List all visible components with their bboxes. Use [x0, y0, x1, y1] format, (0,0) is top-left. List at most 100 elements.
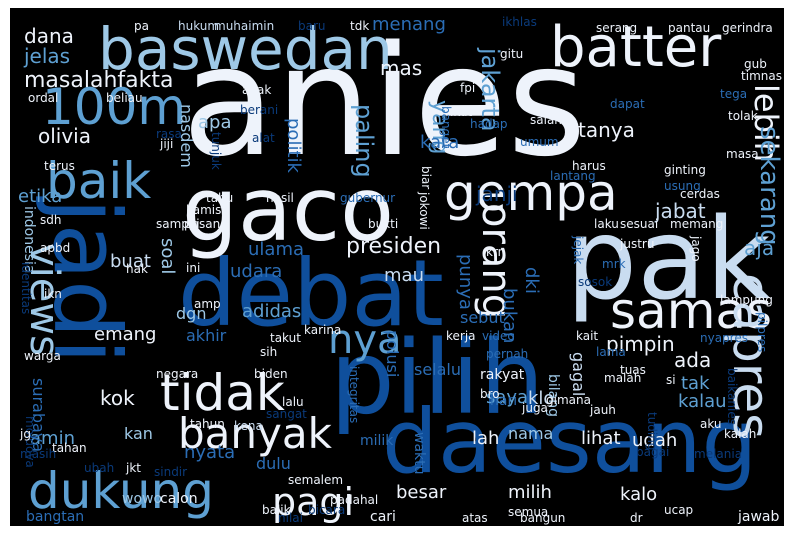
word-dr: dr: [630, 511, 643, 525]
word-batter: batter: [550, 15, 722, 80]
word-sangat: sangat: [266, 407, 307, 421]
word-beliau: beliau: [106, 91, 143, 105]
word-pantau: pantau: [668, 21, 711, 35]
word-biden: biden: [254, 367, 288, 381]
word-ada: ada: [674, 348, 712, 372]
word-pilpres: pilpres: [755, 312, 769, 353]
word-calon: calon: [160, 491, 198, 507]
word-samas: samas: [610, 282, 773, 340]
word-tega: tega: [720, 87, 748, 101]
word-kata: kata: [420, 132, 460, 153]
word-tunjuk: tunjuk: [209, 132, 223, 170]
word-semua: semua: [508, 505, 549, 519]
word-gaco: gaco: [182, 158, 395, 261]
word-kalau: kalau: [678, 391, 727, 412]
word-karina: karina: [304, 323, 342, 337]
word-ikn: ikn: [44, 287, 62, 301]
word-justru: justru: [620, 237, 655, 251]
word-lantang: lantang: [550, 169, 596, 183]
word-lihat: lihat: [581, 428, 621, 449]
word-ikhlas: ikhlas: [502, 15, 537, 29]
word-ulama: ulama: [248, 239, 305, 260]
word-sih: sih: [260, 345, 278, 359]
word-tolak: tolak: [728, 109, 758, 123]
word-gubernur: gubernur: [340, 191, 396, 205]
word-masalahfakta: masalahfakta: [24, 68, 174, 93]
word-kamis: kamis: [186, 203, 222, 217]
word-100m: 100m: [42, 78, 187, 136]
word-akhir: akhir: [186, 326, 227, 345]
word-cerdas: cerdas: [680, 187, 720, 201]
word-cari: cari: [370, 509, 396, 525]
word-sesuai: sesuai: [620, 217, 659, 231]
word-kan: kan: [124, 424, 153, 443]
word-tidak: tidak: [160, 364, 285, 422]
word-pagi: pagi: [272, 480, 355, 524]
word-harus: harus: [572, 159, 606, 173]
word-daesang: daesang: [382, 390, 758, 493]
word-bro: bro: [480, 387, 500, 401]
word-nyata: nyata: [184, 442, 236, 463]
word-waktu: waktu: [411, 432, 427, 475]
word-gerindra: gerindra: [722, 21, 773, 35]
word-jawab: jawab: [738, 509, 780, 525]
word-sampai: sampai: [156, 217, 200, 231]
word-hadap: hadap: [470, 117, 508, 131]
word-tahun: tahun: [190, 417, 225, 431]
word-menang: menang: [372, 14, 446, 35]
word-amp: amp: [194, 297, 221, 311]
word-buat: buat: [110, 251, 151, 272]
word-jg: jg: [20, 427, 31, 441]
word-politik: politik: [283, 118, 304, 173]
word-aku: aku: [700, 417, 722, 431]
word-aja: aja: [744, 236, 775, 260]
word-ordal: ordal: [28, 91, 59, 105]
word-nilai: nilai: [278, 511, 303, 525]
word-baswedan: baswedan: [98, 15, 393, 83]
word-biar: biar: [419, 166, 433, 190]
word-sekarang: sekarang: [754, 126, 784, 246]
word-baru: baru: [298, 19, 326, 33]
word-fpi: fpi: [460, 81, 476, 95]
word-milik: milik: [360, 433, 394, 449]
word-bangtan: bangtan: [26, 509, 85, 525]
word-berani: berani: [240, 103, 279, 117]
word-bagai: bagai: [636, 445, 670, 459]
word-hak: hak: [126, 262, 148, 276]
word-masa: masa: [726, 147, 759, 161]
word-jokowi: jokowi: [417, 192, 431, 230]
word-punya: punya: [455, 254, 476, 310]
word-jejak: jejak: [571, 236, 585, 265]
word-atas: atas: [462, 511, 488, 525]
word-identitas: identitas: [19, 262, 33, 315]
word-warga: warga: [24, 349, 61, 363]
word-pernah: pernah: [486, 347, 529, 361]
word-si: si: [666, 373, 676, 387]
word-hasil: hasil: [266, 191, 294, 205]
word-sebut: sebut: [460, 308, 505, 327]
word-baikanies: baikanies: [725, 368, 739, 425]
word-ikut: ikut: [450, 105, 473, 119]
word-lampung: lampung: [720, 293, 773, 307]
word-banget: banget: [439, 106, 453, 149]
word-bangun: bangun: [520, 511, 566, 525]
word-saya: saya: [486, 387, 529, 408]
word-usung: usung: [664, 179, 701, 193]
word-krn: krn: [486, 245, 506, 259]
word-hukum: hukum: [178, 19, 220, 33]
word-kalo: kalo: [620, 484, 658, 505]
word-sosok: sosok: [578, 275, 613, 289]
word-gimana: gimana: [546, 393, 591, 407]
word-janji: janji: [476, 182, 518, 206]
word-jkt: jkt: [126, 461, 141, 475]
word-alat: alat: [252, 131, 275, 145]
word-takut: takut: [270, 331, 301, 345]
word-nyapres: nyapres: [700, 331, 748, 345]
word-masih: masih: [20, 447, 57, 461]
word-jago: jago: [689, 236, 703, 262]
word-emang: emang: [94, 324, 157, 345]
word-tanya: tanya: [578, 118, 635, 142]
word-juga: juga: [522, 401, 548, 415]
word-nya: nya: [328, 317, 402, 363]
word-mau: mau: [384, 265, 424, 286]
